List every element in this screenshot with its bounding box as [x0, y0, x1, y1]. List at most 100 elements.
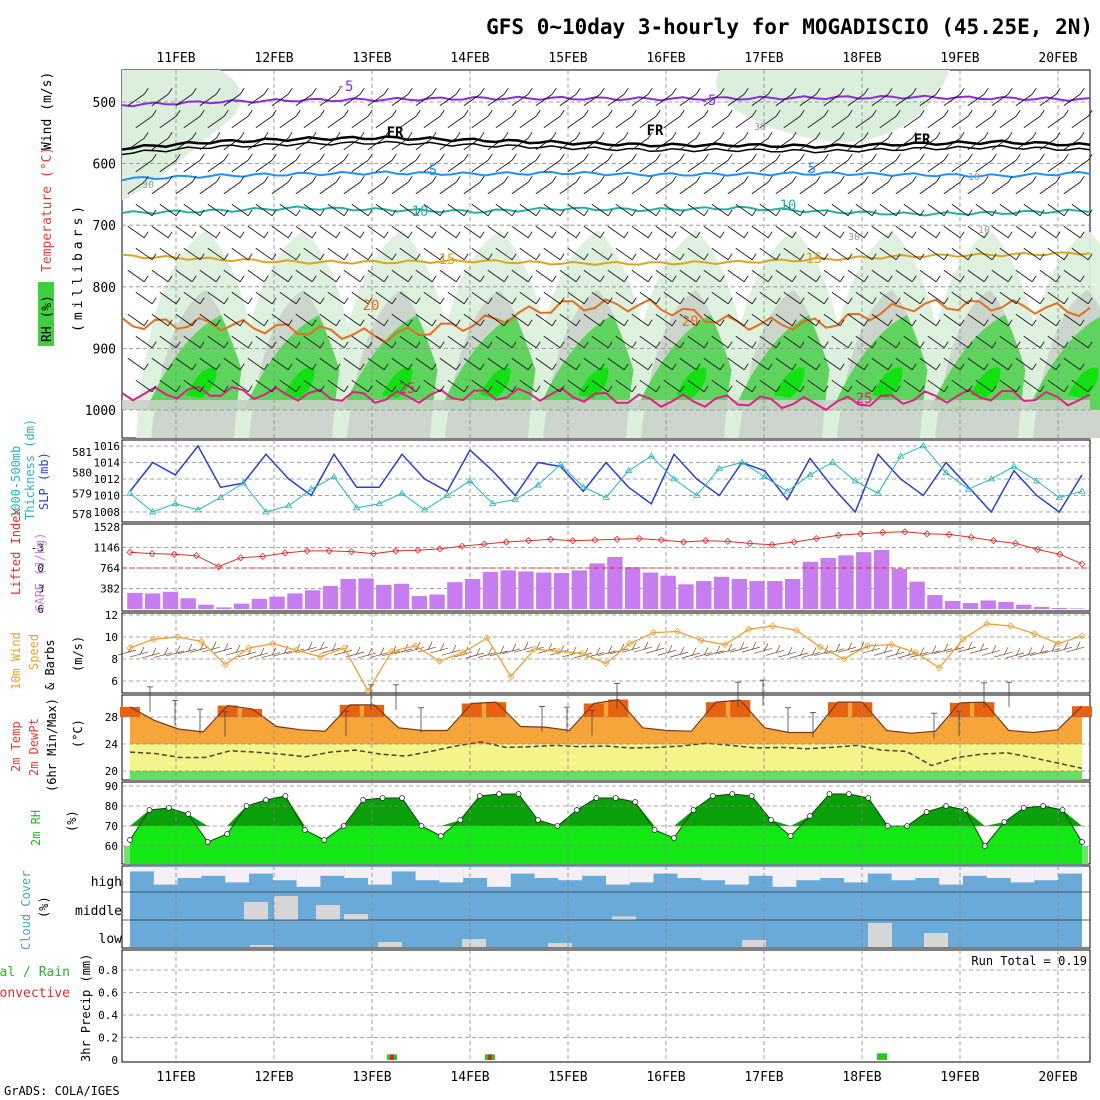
wind-barb-flag	[211, 641, 217, 651]
wind-barb	[753, 647, 773, 654]
wind-speed-marker	[650, 629, 658, 637]
wind-barb-flag	[775, 154, 781, 161]
wind-barb	[951, 379, 969, 393]
wind-barb	[207, 379, 225, 393]
wind-barb	[487, 269, 505, 283]
wind-barb	[615, 335, 633, 349]
wind-barb-flag	[355, 646, 361, 656]
wind-barb-flag	[1051, 643, 1057, 652]
wind-barb-flag	[623, 363, 629, 370]
wind-barb	[927, 335, 945, 349]
cloud-high-bar	[796, 867, 821, 881]
rh-marker	[166, 805, 172, 811]
wind-barb	[295, 313, 313, 327]
wind-barb	[831, 335, 849, 349]
cape-bar	[411, 596, 428, 609]
wind-barb-flag	[1055, 132, 1061, 139]
isotherm-line	[121, 140, 1091, 156]
wind-barb	[943, 313, 961, 327]
wind-barb-flag	[791, 319, 797, 326]
wind-barb	[343, 181, 361, 195]
wind-barb-flag	[751, 209, 757, 216]
wind-barb-flag	[487, 385, 493, 392]
wind-barb-flag	[739, 642, 745, 651]
wind-barb	[183, 291, 201, 305]
wind-barb	[727, 357, 745, 371]
wind-barb-flag	[719, 88, 725, 95]
cape-bar	[838, 555, 854, 609]
wind-barb-flag	[1075, 641, 1081, 651]
wind-barb-flag	[983, 132, 989, 139]
wind-barb-flag	[847, 154, 853, 161]
wind-barb-flag	[143, 363, 149, 370]
wind-barb-flag	[463, 385, 469, 392]
wind-barb-flag	[719, 176, 725, 183]
wind-barb	[567, 159, 585, 173]
wind-barb	[679, 93, 697, 107]
temp-ylabel-1: 2m Temp	[9, 721, 23, 772]
wind-speed-marker	[1007, 622, 1015, 630]
thickness-marker	[420, 506, 429, 513]
wind-barb	[471, 115, 489, 129]
wind-barb	[639, 203, 657, 217]
wind-barb	[151, 93, 169, 107]
slp-tick-label: 1016	[94, 440, 121, 453]
wind-barb-flag	[931, 645, 937, 654]
wind-barb-flag	[595, 647, 601, 656]
wind-barb-flag	[263, 88, 269, 95]
wind-barb	[543, 291, 561, 305]
thickness-marker	[171, 499, 180, 507]
wind-barb-flag	[815, 176, 821, 183]
wind-barb-flag	[559, 209, 565, 216]
wind-barb-flag	[719, 363, 725, 370]
wind-barb-flag	[535, 110, 541, 117]
wind-barb	[823, 137, 841, 151]
wind-barb-flag	[751, 385, 757, 392]
wind-barb-flag	[367, 209, 373, 216]
wind-barb-flag	[919, 253, 925, 260]
wind-barb-flag	[1039, 253, 1045, 260]
wind-barb-flag	[871, 154, 877, 161]
wind-series	[117, 620, 1086, 695]
cape-ylabel-cape: CAPE (J/kg)	[33, 533, 47, 612]
wind-barb	[453, 651, 473, 658]
cape-bar	[429, 594, 445, 609]
wind-barb-flag	[763, 643, 769, 652]
wind-barb	[799, 357, 817, 371]
wind-barb-flag	[1039, 297, 1045, 304]
temp-line	[129, 698, 1083, 734]
wind-barb-flag	[383, 275, 389, 282]
wind-barb	[789, 652, 809, 659]
li-tick-label: 3	[37, 583, 44, 596]
wind-barb	[415, 181, 433, 195]
wind-barb	[711, 335, 729, 349]
wind-barb-flag	[287, 176, 293, 183]
wind-barb-flag	[623, 275, 629, 282]
wind-speed-marker	[602, 659, 610, 667]
wind-barb	[391, 313, 409, 327]
wind-barb-flag	[175, 645, 181, 655]
wind-barb	[759, 335, 777, 349]
wind-barb	[759, 247, 777, 261]
wind-barb	[535, 357, 553, 371]
wind-barb-flag	[191, 275, 197, 282]
temp-peak-fill	[486, 702, 507, 717]
wind-barb	[655, 225, 673, 239]
temp-tick-label: 28	[105, 711, 118, 724]
wind-barb-flag	[679, 110, 685, 117]
wind-barb	[511, 313, 529, 327]
wind-barb	[129, 651, 149, 658]
wind-barb	[439, 225, 457, 239]
wind-barb-flag	[1087, 297, 1093, 304]
isotherm-label: -5	[337, 79, 354, 95]
wind-barb-flag	[599, 275, 605, 282]
wind-barb	[903, 291, 921, 305]
wind-barb-flag	[871, 110, 877, 117]
wind-speed-marker	[1030, 630, 1038, 638]
wind-barb	[207, 159, 225, 173]
wind-barb-flag	[911, 176, 917, 183]
wind-barb	[991, 269, 1009, 283]
cloud-high-bar	[629, 867, 654, 883]
wind-barb	[847, 225, 865, 239]
